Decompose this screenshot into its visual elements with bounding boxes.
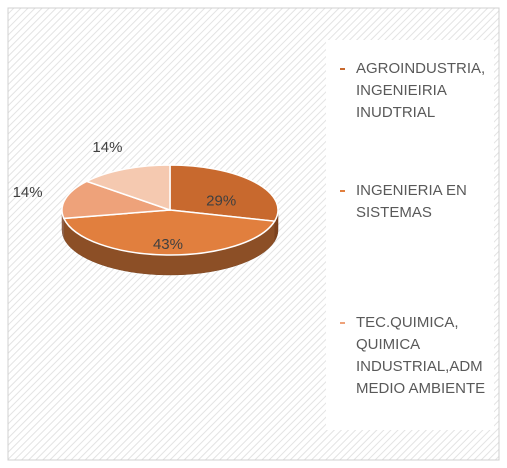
data-label: 43%	[153, 236, 183, 253]
slice	[84, 164, 171, 212]
slice	[61, 180, 171, 220]
legend-label: AGROINDUSTRIA, INGENIEIRIA INUDTRIAL	[356, 60, 486, 121]
legend-label: TEC.QUIMICA, QUIMICA INDUSTRIAL,ADM MEDI…	[356, 314, 486, 397]
slice	[169, 164, 279, 222]
slice	[62, 209, 276, 256]
legend-item: INGENIERIA EN SISTEMAS	[336, 180, 486, 224]
data-label: 14%	[92, 139, 122, 156]
legend-label: INGENIERIA EN SISTEMAS	[356, 182, 467, 221]
data-label: 14%	[13, 184, 43, 201]
legend-key	[340, 322, 345, 324]
legend-item: TEC.QUIMICA, QUIMICA INDUSTRIAL,ADM MEDI…	[336, 312, 486, 400]
legend-item: AGROINDUSTRIA, INGENIEIRIA INUDTRIAL	[336, 58, 486, 124]
legend-key	[340, 68, 345, 70]
legend: AGROINDUSTRIA, INGENIEIRIA INUDTRIAL INGE…	[326, 40, 494, 430]
data-label: 29%	[206, 192, 236, 209]
legend-key	[340, 190, 345, 192]
